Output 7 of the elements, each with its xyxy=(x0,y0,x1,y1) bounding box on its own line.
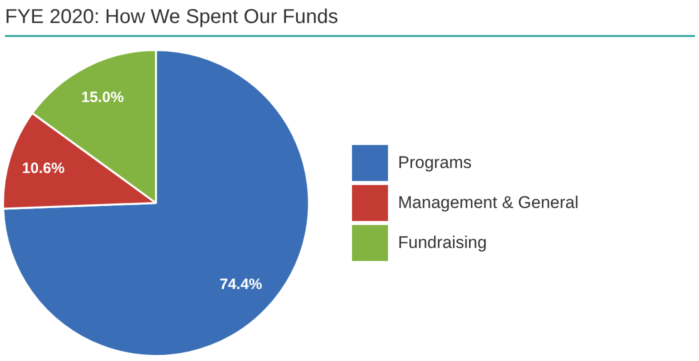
legend-label: Fundraising xyxy=(398,233,487,253)
chart-title: FYE 2020: How We Spent Our Funds xyxy=(5,6,338,29)
data-label: 10.6% xyxy=(22,160,65,177)
legend-label: Management & General xyxy=(398,193,578,213)
data-label: 74.4% xyxy=(220,276,262,293)
data-label: 15.0% xyxy=(81,89,124,106)
legend-label: Programs xyxy=(398,153,472,173)
